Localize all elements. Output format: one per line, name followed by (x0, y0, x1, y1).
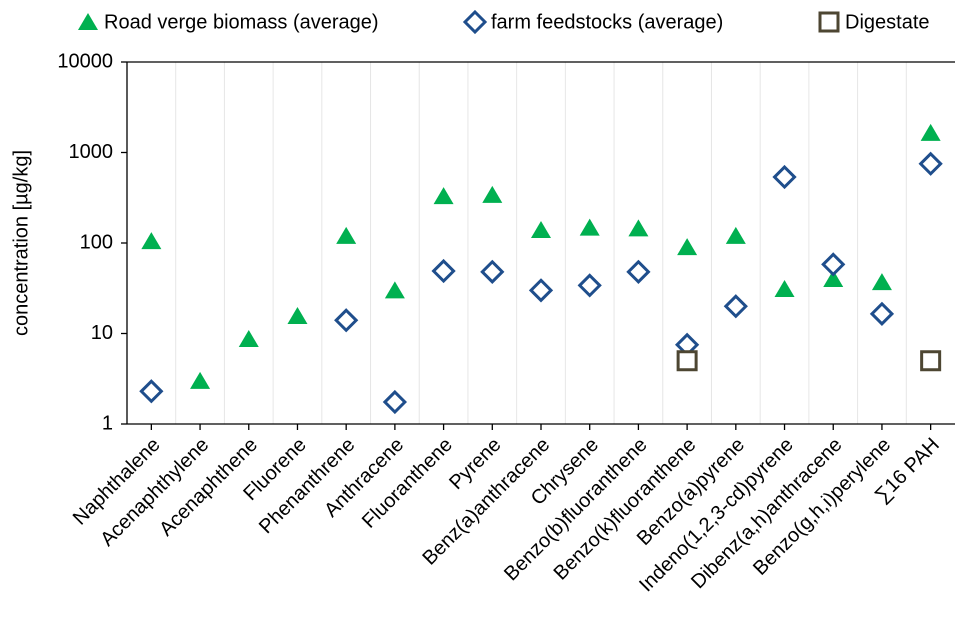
point (334, 308, 359, 333)
point (579, 218, 600, 236)
point (336, 226, 357, 244)
point (528, 278, 554, 303)
point (480, 259, 505, 284)
point (676, 350, 698, 372)
point (238, 329, 259, 347)
point (384, 281, 405, 299)
point (382, 389, 408, 415)
point (725, 226, 746, 244)
legend-marker (462, 9, 488, 35)
point (920, 350, 942, 372)
point (918, 151, 943, 176)
point (141, 232, 162, 250)
point (577, 273, 602, 298)
point (774, 280, 795, 298)
y-tick-label: 10000 (57, 50, 113, 72)
point (531, 221, 551, 239)
y-tick-label: 1 (102, 412, 113, 434)
point (287, 307, 308, 325)
point (626, 259, 651, 284)
point (433, 187, 454, 205)
point (869, 301, 895, 326)
point (139, 379, 164, 404)
legend-marker (78, 13, 98, 30)
point (677, 238, 698, 256)
point (723, 294, 748, 319)
point (431, 258, 456, 284)
point (821, 252, 846, 277)
point (871, 273, 892, 291)
point (772, 164, 797, 190)
point (482, 185, 503, 203)
legend-label: farm feedstocks (average) (491, 11, 723, 33)
point (823, 270, 844, 288)
legend-label: Road verge biomass (average) (104, 11, 379, 33)
legend-label: Digestate (845, 11, 930, 33)
point (190, 371, 211, 389)
y-tick-label: 100 (80, 231, 113, 253)
legend-marker (818, 11, 840, 33)
y-axis-label: concentration [µg/kg] (10, 150, 32, 336)
point (628, 219, 649, 237)
y-tick-label: 10 (91, 322, 113, 344)
point (920, 123, 941, 141)
y-tick-label: 1000 (69, 141, 114, 163)
